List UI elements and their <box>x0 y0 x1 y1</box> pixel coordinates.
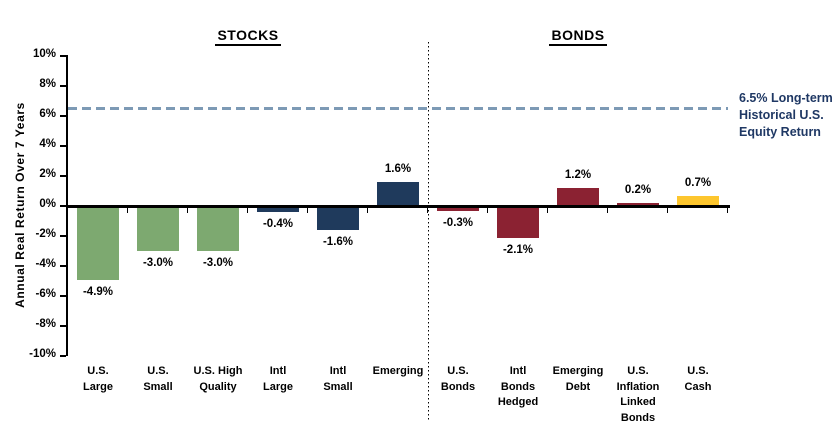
bar-u-s-high-quality <box>197 206 239 251</box>
value-label-u-s-large: -4.9% <box>82 285 114 298</box>
y-axis-tick <box>60 295 66 297</box>
reference-line <box>68 107 728 110</box>
y-axis-tick <box>60 205 66 207</box>
group-title-stocks: STOCKS <box>215 27 281 46</box>
value-label-u-s-bonds: -0.3% <box>442 216 474 229</box>
bar-intl-bonds-hedged <box>497 206 539 238</box>
bar-u-s-small <box>137 206 179 251</box>
category-label-u-s-high-quality: U.S. High Quality <box>193 365 243 393</box>
group-title-bonds: BONDS <box>549 27 607 46</box>
value-label-u-s-inflation-linked-bonds: 0.2% <box>624 184 652 196</box>
x-axis-tick <box>127 208 128 213</box>
y-axis-tick <box>60 145 66 147</box>
y-tick-label: -4% <box>35 258 56 270</box>
y-axis-tick <box>60 55 66 57</box>
value-label-u-s-small: -3.0% <box>142 257 174 269</box>
value-label-emerging-debt: 1.2% <box>564 169 592 181</box>
y-tick-label: 6% <box>39 108 56 120</box>
x-axis-tick <box>427 208 428 213</box>
y-tick-label: -8% <box>35 318 56 330</box>
y-tick-label: -6% <box>35 288 56 300</box>
category-label-emerging-debt: Emerging Debt <box>552 365 604 393</box>
y-tick-label: -10% <box>29 348 56 360</box>
category-label-intl-large: Intl Large <box>263 365 293 393</box>
y-axis-tick <box>60 325 66 327</box>
y-axis-tick <box>60 265 66 267</box>
value-label-u-s-cash: 0.7% <box>684 176 712 189</box>
y-axis-tick <box>60 235 66 237</box>
value-label-intl-small: -1.6% <box>322 236 354 248</box>
bar-u-s-large <box>77 206 119 280</box>
value-label-intl-bonds-hedged: -2.1% <box>502 243 534 256</box>
bar-emerging-debt <box>557 188 599 206</box>
bar-u-s-bonds <box>437 206 479 211</box>
y-axis-tick <box>60 115 66 117</box>
category-label-u-s-bonds: U.S. Bonds <box>440 365 476 393</box>
y-tick-label: -2% <box>35 228 56 240</box>
category-label-intl-small: Intl Small <box>323 365 353 393</box>
y-axis-tick <box>60 355 66 357</box>
y-tick-label: 4% <box>39 138 56 150</box>
stocks-bonds-separator <box>428 42 429 422</box>
x-axis-tick <box>607 208 608 213</box>
x-axis-zero-line <box>66 205 730 208</box>
x-axis-tick <box>727 208 728 213</box>
x-axis-tick <box>187 208 188 213</box>
category-label-u-s-inflation-linked-bonds: U.S. Inflation Linked Bonds <box>616 365 660 424</box>
value-label-emerging: 1.6% <box>384 163 412 175</box>
x-axis-tick <box>547 208 548 213</box>
bar-intl-small <box>317 206 359 230</box>
x-axis-tick <box>487 208 488 213</box>
value-label-intl-large: -0.4% <box>262 218 294 230</box>
x-axis-tick <box>307 208 308 213</box>
y-tick-label: 0% <box>39 198 56 210</box>
reference-annotation: 6.5% Long-term Historical U.S. Equity Re… <box>739 91 833 139</box>
bar-u-s-inflation-linked-bonds <box>617 203 659 206</box>
category-label-u-s-cash: U.S. Cash <box>684 365 712 393</box>
y-axis-tick <box>60 85 66 87</box>
value-label-u-s-high-quality: -3.0% <box>202 257 234 269</box>
y-axis-tick <box>60 175 66 177</box>
bar-u-s-cash <box>677 195 719 206</box>
bar-intl-large <box>257 206 299 212</box>
category-label-u-s-small: U.S. Small <box>143 365 173 393</box>
y-tick-label: 8% <box>39 78 56 90</box>
x-axis-tick <box>667 208 668 213</box>
y-tick-label: 10% <box>32 48 56 60</box>
category-label-emerging: Emerging <box>372 365 424 377</box>
x-axis-tick <box>247 208 248 213</box>
y-tick-label: 2% <box>39 168 56 180</box>
category-label-u-s-large: U.S. Large <box>83 365 113 393</box>
bar-emerging <box>377 182 419 206</box>
category-label-intl-bonds-hedged: Intl Bonds Hedged <box>497 365 539 408</box>
group-title-bonds-wrap: BONDS <box>428 27 728 46</box>
group-title-stocks-wrap: STOCKS <box>68 27 428 46</box>
x-axis-tick <box>367 208 368 213</box>
